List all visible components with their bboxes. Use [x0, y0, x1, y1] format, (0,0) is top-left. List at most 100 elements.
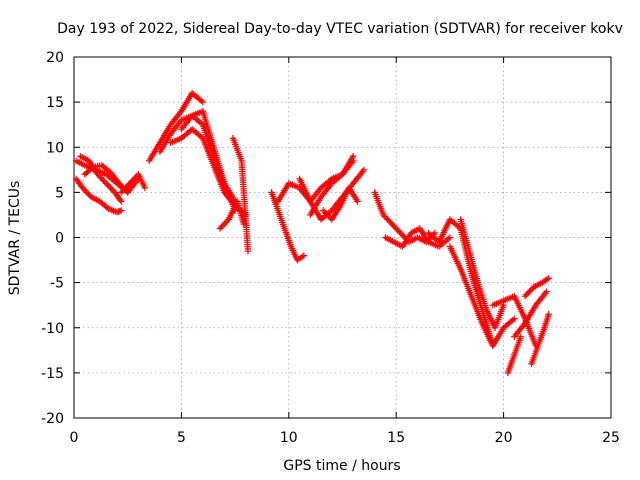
data-point: [79, 184, 86, 192]
y-tick-label: 20: [46, 50, 64, 66]
axis-ticks: 0 5 10 15 20 25 -20 -15 -10 -5 0 5 10 15 20: [41, 50, 620, 446]
data-point: [543, 288, 550, 295]
x-tick-label: 5: [177, 430, 186, 446]
data-point: [113, 209, 121, 216]
data-point: [130, 175, 138, 183]
data-point: [382, 214, 390, 222]
data-point: [123, 183, 131, 190]
y-tick-label: -5: [50, 276, 64, 292]
y-tick-label: 10: [46, 140, 64, 156]
x-tick-label: 20: [495, 430, 513, 446]
data-point: [100, 177, 107, 184]
data-point: [524, 289, 532, 297]
data-point: [216, 225, 224, 232]
data-point: [527, 286, 535, 294]
data-point: [446, 234, 454, 241]
data-point: [380, 211, 387, 219]
data-point: [128, 178, 135, 186]
y-tick-label: -20: [41, 411, 64, 427]
data-point: [390, 222, 397, 229]
data-point: [107, 184, 114, 192]
data-point: [545, 311, 552, 318]
data-point: [360, 166, 368, 174]
data-point: [199, 98, 207, 106]
data-point: [141, 184, 149, 192]
data-point: [322, 210, 330, 217]
data-point: [116, 207, 124, 215]
x-tick-label: 15: [387, 430, 405, 446]
y-tick-label: 5: [55, 185, 64, 201]
data-point: [119, 187, 126, 195]
data-point: [393, 225, 400, 232]
data-point: [115, 208, 122, 215]
data-point: [115, 180, 123, 187]
data-point: [85, 190, 92, 198]
data-point: [354, 198, 361, 205]
data-point: [116, 196, 124, 204]
data-point: [523, 291, 530, 298]
data-point: [218, 223, 225, 231]
data-point: [391, 223, 398, 231]
data-point: [97, 174, 104, 181]
data-point: [82, 187, 89, 195]
data-point: [398, 231, 406, 238]
x-tick-label: 25: [602, 430, 620, 446]
data-point: [124, 189, 131, 196]
data-point: [125, 181, 132, 189]
data-point: [321, 208, 328, 216]
data-point: [83, 189, 91, 196]
data-point: [105, 183, 113, 190]
data-point: [324, 211, 331, 219]
data-point: [118, 198, 125, 205]
data-point: [101, 178, 108, 186]
x-tick-label: 10: [280, 430, 298, 446]
data-point: [221, 220, 228, 228]
data-point: [118, 189, 125, 196]
data-point: [319, 207, 327, 214]
data-point: [80, 186, 88, 193]
chart-title: Day 193 of 2022, Sidereal Day-to-day VTE…: [57, 21, 623, 37]
y-tick-label: -15: [41, 366, 64, 382]
y-tick-label: 0: [55, 231, 64, 247]
data-point: [350, 153, 357, 160]
data-point: [526, 288, 533, 295]
data-point: [400, 232, 407, 240]
y-axis-label: SDTVAR / TECUs: [7, 181, 23, 296]
data-point: [394, 226, 401, 234]
data-point: [117, 181, 124, 189]
data-point: [219, 222, 227, 229]
data-point: [517, 333, 524, 340]
data-point: [521, 292, 529, 300]
data-points: [72, 89, 552, 377]
data-point: [387, 219, 394, 226]
data-point: [300, 252, 308, 259]
data-point: [545, 274, 552, 282]
data-point: [385, 217, 393, 225]
data-point: [120, 186, 128, 193]
data-point: [129, 177, 136, 184]
data-point: [95, 172, 103, 180]
data-point: [122, 184, 129, 192]
data-point: [94, 171, 101, 178]
x-tick-label: 0: [70, 430, 79, 446]
y-tick-label: 15: [46, 95, 64, 111]
data-point: [132, 174, 139, 181]
data-point: [388, 220, 396, 228]
data-point: [395, 228, 403, 235]
y-tick-label: -10: [41, 321, 64, 337]
data-point: [381, 213, 388, 220]
data-point: [384, 216, 391, 223]
data-point: [98, 175, 106, 183]
data-point: [511, 315, 518, 322]
data-point: [222, 219, 229, 226]
data-point: [126, 180, 134, 187]
data-point: [104, 181, 111, 189]
data-point: [88, 165, 96, 172]
data-point: [108, 186, 116, 193]
data-point: [103, 180, 110, 187]
x-axis-label: GPS time / hours: [283, 458, 400, 474]
data-point: [397, 229, 404, 237]
data-point: [118, 207, 125, 214]
data-point: [244, 247, 252, 255]
